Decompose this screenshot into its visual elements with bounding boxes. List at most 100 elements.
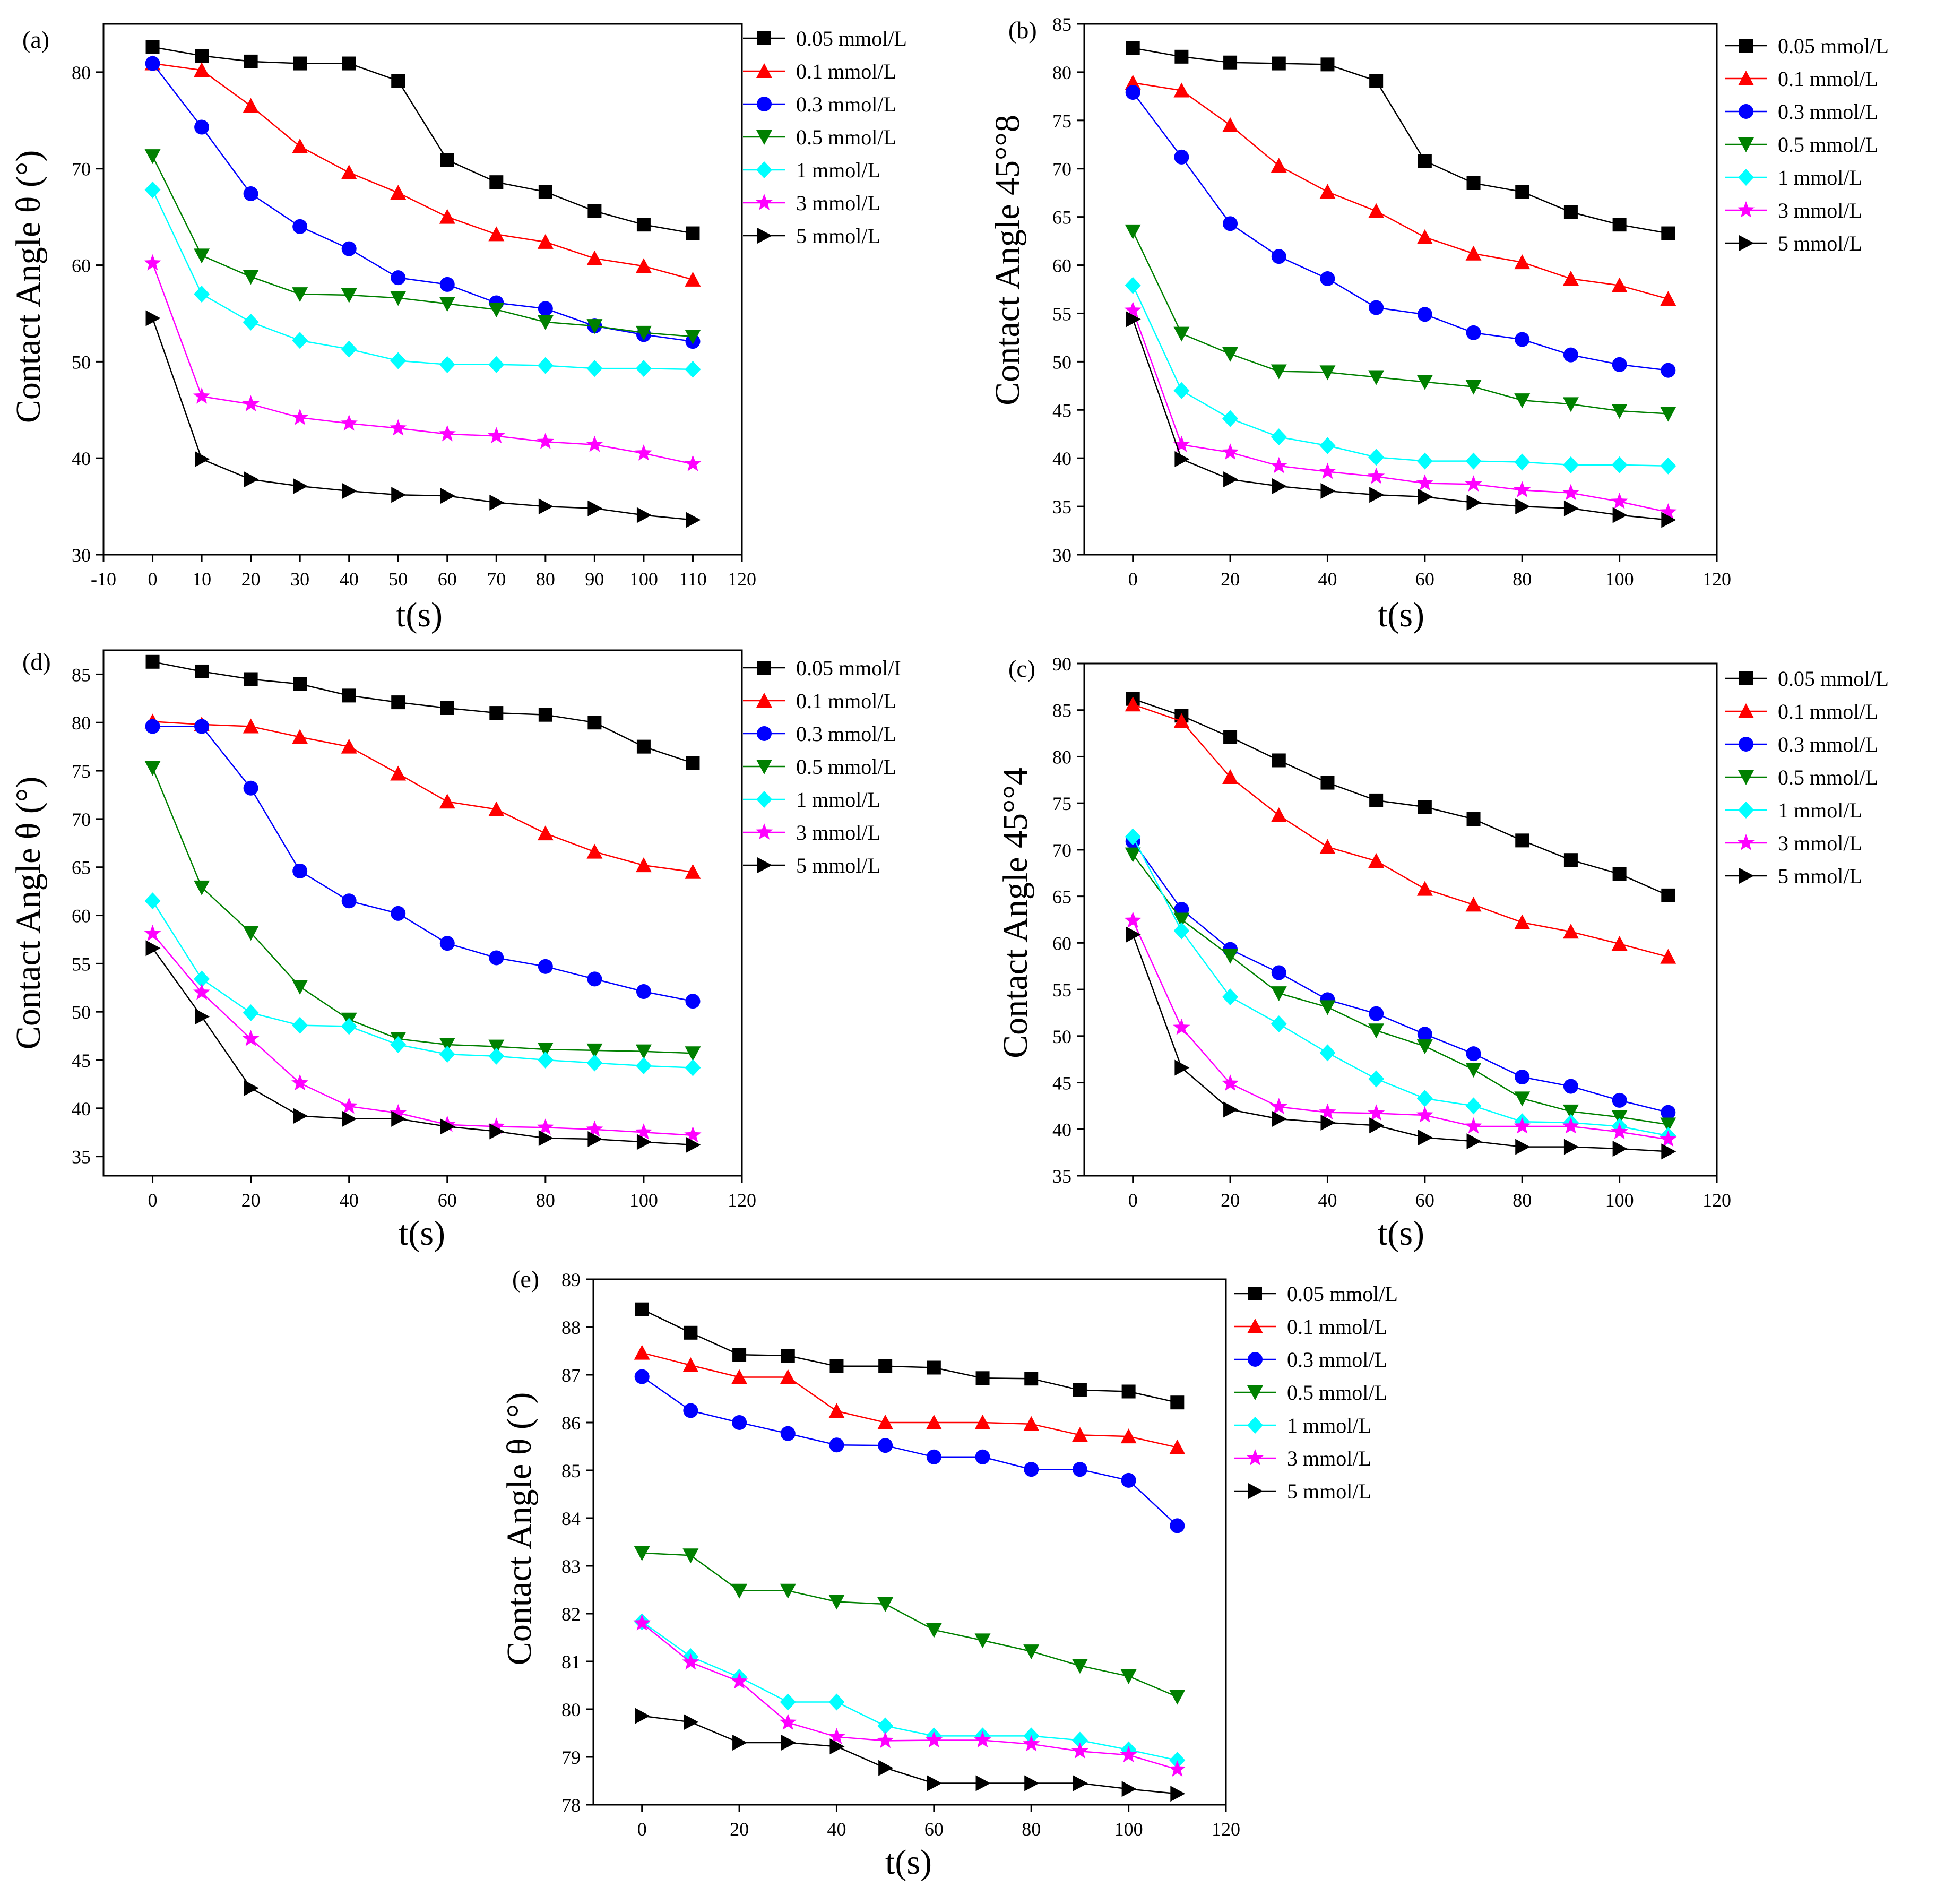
data-point [1169, 1690, 1186, 1705]
data-point [195, 1009, 210, 1025]
series-3 [1125, 847, 1676, 1133]
data-point [1562, 1104, 1579, 1119]
data-point [635, 857, 652, 873]
legend-label: 0.5 mmol/L [1778, 133, 1878, 157]
data-point [390, 185, 407, 200]
data-point [1515, 833, 1529, 848]
data-point [293, 677, 307, 691]
legend-entry: 3 mmol/L [1234, 1446, 1371, 1470]
data-point [779, 1713, 797, 1730]
data-point [1660, 457, 1676, 475]
data-point [1416, 881, 1433, 896]
data-point [1612, 507, 1628, 523]
data-point [586, 435, 603, 452]
data-point [1466, 325, 1481, 340]
x-tick-label: 60 [438, 568, 457, 590]
legend-marker [1247, 1385, 1263, 1400]
series-line [1132, 92, 1669, 371]
data-point [1073, 1775, 1088, 1791]
data-point [1416, 1039, 1433, 1055]
legend-entry: 0.1 mmol/L [743, 689, 896, 713]
data-point [1126, 41, 1140, 55]
data-point [732, 1415, 747, 1430]
series-4 [144, 181, 701, 378]
data-point [1368, 467, 1385, 484]
series-6 [145, 310, 701, 528]
data-point [1660, 407, 1676, 422]
data-point [1320, 1114, 1336, 1131]
data-point [244, 54, 258, 68]
data-point [439, 209, 455, 224]
data-point [1271, 249, 1286, 264]
data-point [537, 1043, 554, 1058]
legend-label: 0.3 mmol/L [796, 92, 896, 116]
y-tick-label: 35 [1052, 1166, 1071, 1187]
legend-marker [755, 823, 773, 840]
data-point [1125, 847, 1141, 863]
data-point [635, 444, 653, 461]
data-point [391, 74, 405, 88]
data-point [537, 315, 554, 330]
data-point [1270, 364, 1287, 380]
data-point [1319, 839, 1336, 854]
data-point [1563, 1079, 1578, 1094]
data-point [390, 352, 407, 369]
series-line [642, 1308, 1178, 1403]
series-5 [144, 254, 702, 471]
data-point [877, 1415, 894, 1429]
data-point [829, 1359, 844, 1373]
data-point [878, 1438, 893, 1453]
legend-entry: 0.5 mmol/L [1725, 765, 1878, 789]
data-point [340, 1097, 358, 1114]
data-point [1563, 205, 1578, 219]
data-point [1514, 453, 1531, 471]
data-point [682, 1653, 699, 1670]
data-point [828, 1403, 845, 1418]
panel-label: (b) [1008, 16, 1037, 44]
data-point [243, 270, 259, 285]
data-point [1124, 301, 1142, 318]
data-point [635, 1057, 652, 1074]
data-point [586, 250, 603, 265]
data-point [488, 303, 505, 318]
legend-entry: 1 mmol/L [743, 788, 880, 812]
y-axis-title: Contact Angle θ (°) [500, 1392, 539, 1665]
data-point [292, 138, 308, 153]
legend-entry: 1 mmol/L [743, 158, 880, 182]
y-axis-title: Contact Angle 45°°8 [988, 115, 1027, 406]
data-point [538, 1130, 554, 1147]
data-point [1611, 404, 1628, 419]
data-point [1023, 1644, 1040, 1660]
x-tick-label: 120 [1702, 568, 1731, 590]
data-point [1024, 1372, 1039, 1386]
legend-entry: 0.1 mmol/L [1725, 700, 1878, 723]
y-tick-label: 85 [561, 1460, 581, 1481]
y-tick-label: 78 [561, 1795, 581, 1816]
legend-entry: 0.1 mmol/L [743, 59, 896, 83]
plot-frame [102, 649, 743, 1177]
data-point [291, 408, 309, 425]
data-point [488, 356, 505, 373]
y-tick-label: 55 [72, 953, 91, 975]
data-point [1661, 1143, 1676, 1160]
data-point [1660, 1117, 1676, 1133]
legend-label: 3 mmol/L [1287, 1446, 1371, 1470]
x-tick-label: 20 [1221, 568, 1240, 590]
legend-marker [1738, 71, 1754, 85]
legend-marker [1738, 770, 1754, 785]
data-point [1320, 271, 1335, 286]
legend-marker [1247, 1319, 1263, 1333]
y-tick-label: 84 [561, 1508, 581, 1529]
x-tick-label: 40 [1318, 568, 1337, 590]
y-tick-label: 55 [1052, 303, 1071, 324]
legend-marker [1739, 868, 1754, 884]
data-point [635, 258, 652, 273]
x-tick-label: 100 [1605, 1190, 1634, 1211]
data-point [1369, 300, 1384, 315]
data-point [1174, 1059, 1190, 1076]
data-point [144, 892, 161, 910]
legend-marker [757, 857, 772, 873]
data-point [1023, 1416, 1040, 1431]
x-tick-label: 60 [1415, 568, 1434, 590]
data-point [391, 487, 407, 503]
